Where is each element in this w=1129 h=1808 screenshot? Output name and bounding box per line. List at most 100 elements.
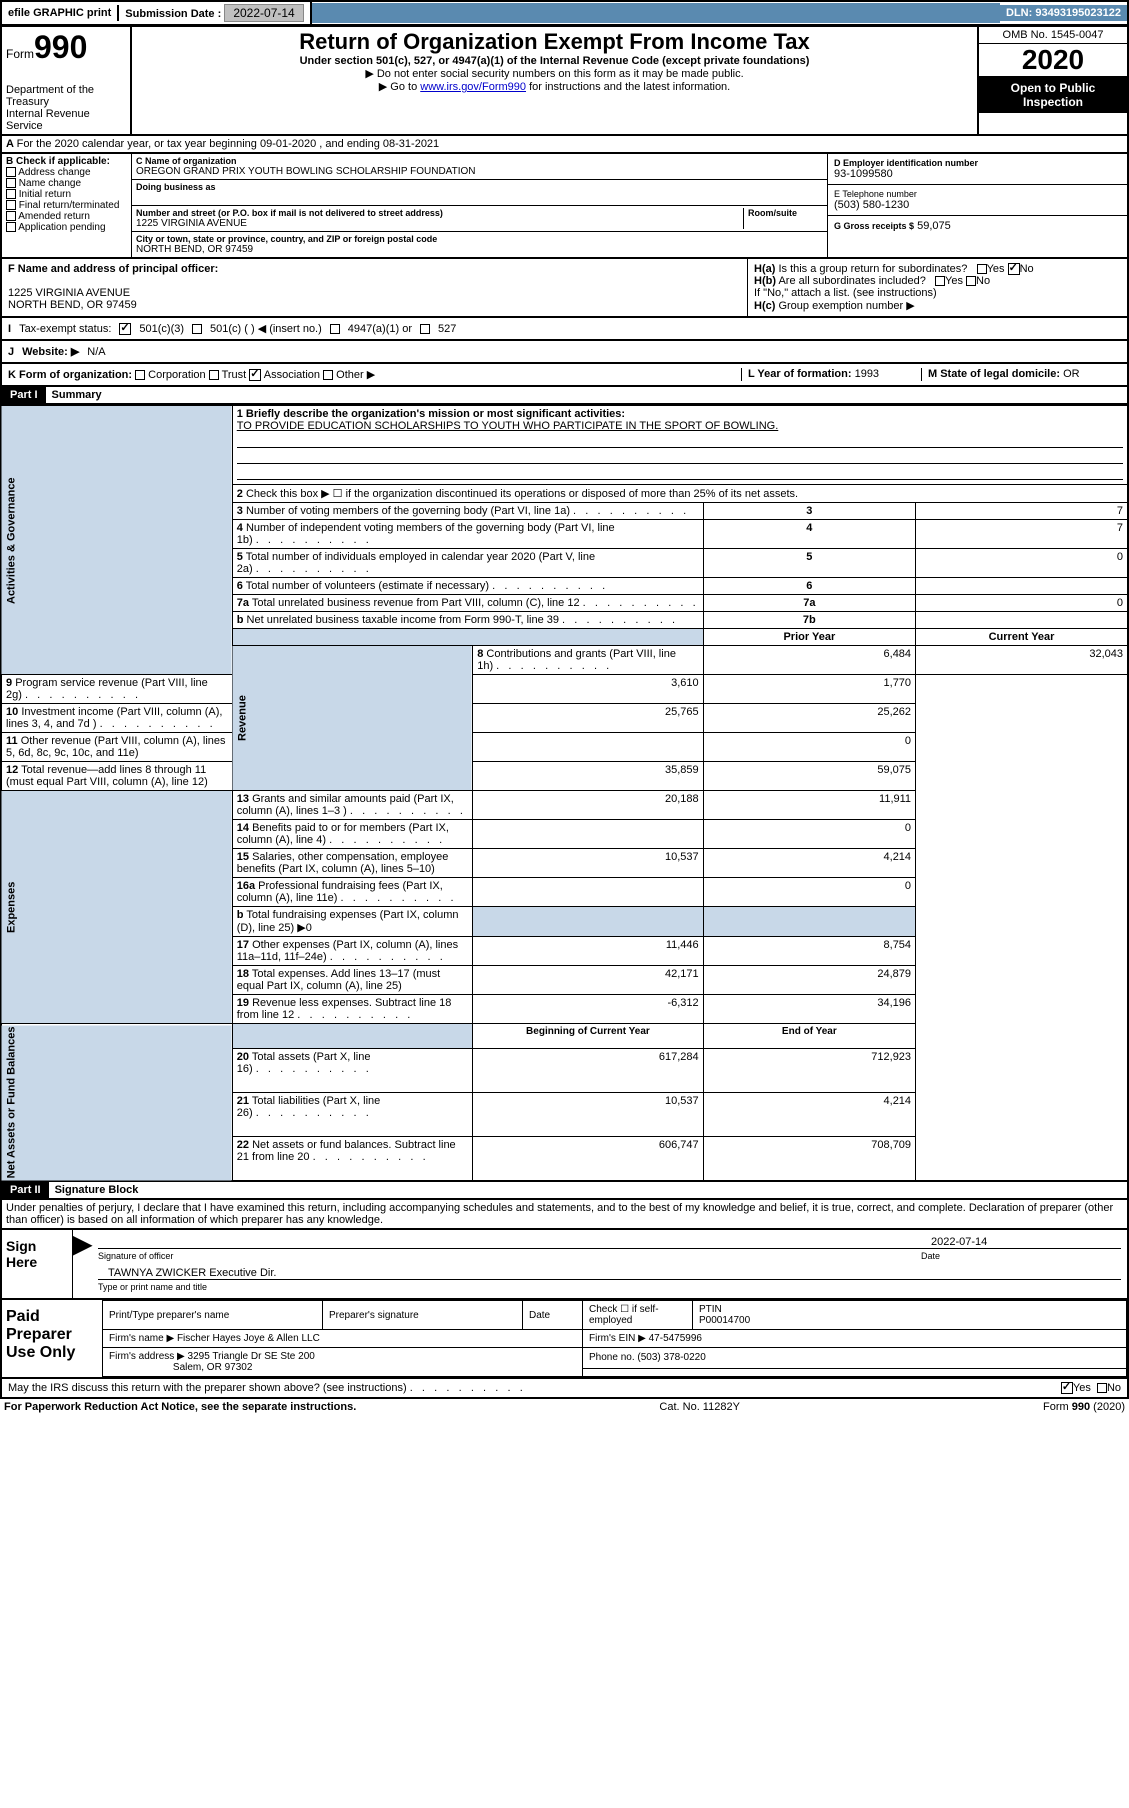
row-a: A For the 2020 calendar year, or tax yea… (0, 136, 1129, 154)
hdr-prior: Prior Year (703, 629, 915, 646)
line6-val (916, 578, 1128, 595)
line4: 4 Number of independent voting members o… (232, 520, 703, 549)
preparer-label: Paid Preparer Use Only (2, 1300, 102, 1377)
prep-name-hdr: Print/Type preparer's name (103, 1301, 323, 1330)
col-c: C Name of organization OREGON GRAND PRIX… (132, 154, 827, 257)
row-j: J Website: ▶ N/A (0, 341, 1129, 364)
officer-label: F Name and address of principal officer: (8, 263, 741, 275)
gross-row: G Gross receipts $ 59,075 (828, 216, 1127, 236)
col-h: H(a) Is this a group return for subordin… (747, 259, 1127, 316)
line11-curr: 0 (703, 733, 915, 762)
opt-501c: 501(c) ( ) ◀ (insert no.) (210, 322, 322, 335)
h-note: If "No," attach a list. (see instruction… (754, 287, 1121, 299)
irs-link[interactable]: www.irs.gov/Form990 (420, 81, 526, 93)
line15-prior: 10,537 (473, 849, 703, 878)
chk-amended-label: Amended return (18, 211, 90, 222)
line7a-val: 0 (916, 595, 1128, 612)
website-value: N/A (87, 346, 105, 358)
side-governance: Activities & Governance (1, 406, 232, 675)
phone-label: E Telephone number (834, 189, 1121, 199)
hc-row: H(c) Group exemption number ▶ (754, 299, 1121, 312)
line21-beg: 10,537 (473, 1092, 703, 1136)
sign-section: Sign Here ▶ Signature of officer 2022-07… (0, 1230, 1129, 1300)
tax-status-label: Tax-exempt status: (19, 323, 111, 335)
col-m: M State of legal domicile: OR (921, 368, 1121, 381)
line3-val: 7 (916, 503, 1128, 520)
efile-text: efile GRAPHIC print (8, 7, 111, 19)
line13-curr: 11,911 (703, 791, 915, 820)
ein-label: D Employer identification number (834, 158, 1121, 168)
part1-header: Part I Summary (0, 387, 1129, 405)
line22: 22 Net assets or fund balances. Subtract… (232, 1136, 472, 1181)
dba-row: Doing business as (132, 180, 827, 206)
line11-prior (473, 733, 703, 762)
goto-pre: Go to (390, 81, 420, 93)
phone-value: (503) 580-1230 (834, 199, 1121, 211)
chk-name: Name change (6, 178, 127, 189)
part1-badge: Part I (2, 387, 46, 403)
public-inspection: Open to Public Inspection (979, 77, 1127, 113)
phone-row: E Telephone number (503) 580-1230 (828, 185, 1127, 216)
street-value: 1225 VIRGINIA AVENUE (136, 218, 743, 229)
chk-final: Final return/terminated (6, 200, 127, 211)
line13-prior: 20,188 (473, 791, 703, 820)
ha-text: Is this a group return for subordinates? (778, 263, 967, 275)
line1-label: 1 Briefly describe the organization's mi… (237, 408, 1123, 420)
line19-prior: -6,312 (473, 995, 703, 1024)
discuss-text: May the IRS discuss this return with the… (8, 1382, 523, 1394)
chk-name-label: Name change (19, 178, 81, 189)
ein-value: 93-1099580 (834, 168, 1121, 180)
line17: 17 Other expenses (Part IX, column (A), … (232, 937, 472, 966)
line12: 12 Total revenue—add lines 8 through 11 … (1, 762, 232, 791)
org-name-label: C Name of organization (136, 156, 823, 166)
side-netassets: Net Assets or Fund Balances (1, 1024, 232, 1181)
footer-paperwork: For Paperwork Reduction Act Notice, see … (4, 1401, 356, 1413)
line1-value: TO PROVIDE EDUCATION SCHOLARSHIPS TO YOU… (237, 420, 1123, 432)
k-assoc: Association (264, 369, 320, 381)
chk-address: Address change (6, 167, 127, 178)
dba-label: Doing business as (136, 182, 823, 192)
grid-bcde: B Check if applicable: Address change Na… (0, 154, 1129, 259)
chk-501c3 (119, 323, 131, 335)
efile-label: efile GRAPHIC print (2, 5, 119, 21)
line16a: 16a Professional fundraising fees (Part … (232, 878, 472, 907)
chk-pending-label: Application pending (18, 222, 105, 233)
line20-end: 712,923 (703, 1048, 915, 1092)
k-corp: Corporation (148, 369, 205, 381)
goto-post: for instructions and the latest informat… (526, 81, 730, 93)
officer-addr1: 1225 VIRGINIA AVENUE (8, 287, 741, 299)
chk-4947 (330, 324, 340, 334)
line14-curr: 0 (703, 820, 915, 849)
line15: 15 Salaries, other compensation, employe… (232, 849, 472, 878)
line7a: 7a Total unrelated business revenue from… (232, 595, 703, 612)
col-de: D Employer identification number 93-1099… (827, 154, 1127, 257)
k-trust: Trust (222, 369, 247, 381)
prep-ptin: PTINP00014700 (693, 1301, 1127, 1330)
line9: 9 Program service revenue (Part VIII, li… (1, 675, 232, 704)
prep-selfemp-hdr: Check ☐ if self-employed (583, 1301, 693, 1330)
submission-date-button[interactable]: 2022-07-14 (224, 4, 303, 22)
chk-527 (420, 324, 430, 334)
line5-val: 0 (916, 549, 1128, 578)
col-b: B Check if applicable: Address change Na… (2, 154, 132, 257)
perjury-declaration: Under penalties of perjury, I declare th… (0, 1200, 1129, 1230)
line13: 13 Grants and similar amounts paid (Part… (232, 791, 472, 820)
footer: For Paperwork Reduction Act Notice, see … (0, 1399, 1129, 1415)
line6-box: 6 (703, 578, 915, 595)
topbar: efile GRAPHIC print Submission Date : 20… (0, 0, 1129, 27)
footer-form: Form 990 (2020) (1043, 1401, 1125, 1413)
line8-prior: 6,484 (703, 646, 915, 675)
org-name: OREGON GRAND PRIX YOUTH BOWLING SCHOLARS… (136, 166, 823, 177)
opt-527: 527 (438, 323, 456, 335)
prep-ein-row: Firm's EIN ▶ 47-5475996 (583, 1330, 1127, 1348)
line7b: b Net unrelated business taxable income … (232, 612, 703, 629)
sign-arrow: ▶ (72, 1230, 92, 1298)
street-row: Number and street (or P.O. box if mail i… (132, 206, 827, 232)
sig-name: TAWNYA ZWICKER Executive Dir. (98, 1267, 1121, 1280)
ha-row: H(a) Is this a group return for subordin… (754, 263, 1121, 275)
org-name-row: C Name of organization OREGON GRAND PRIX… (132, 154, 827, 180)
line7b-box: 7b (703, 612, 915, 629)
line1: 1 Briefly describe the organization's mi… (232, 406, 1128, 485)
chk-amended: Amended return (6, 211, 127, 222)
footer-catno: Cat. No. 11282Y (659, 1401, 740, 1413)
